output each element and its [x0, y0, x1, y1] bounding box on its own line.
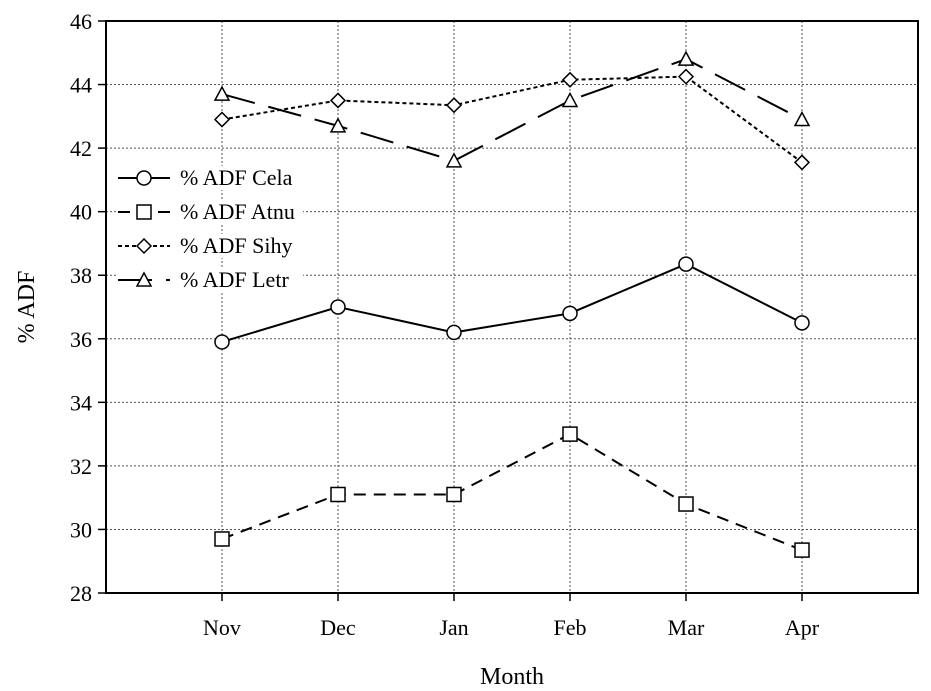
data-point-square: [214, 531, 230, 547]
y-tick-label: 42: [70, 136, 92, 161]
legend-label: % ADF Cela: [180, 165, 293, 190]
legend-marker-circle: [136, 170, 152, 186]
legend: % ADF Cela % ADF Atnu % ADF Sihy % ADF Letr: [118, 165, 303, 292]
data-point-square: [678, 496, 694, 512]
y-tick-label: 40: [70, 200, 92, 225]
data-point-diamond: [793, 154, 811, 171]
data-point-circle: [794, 315, 810, 331]
legend-label: % ADF Sihy: [180, 233, 292, 258]
y-tick-label: 28: [70, 581, 92, 606]
x-axis-title: Month: [480, 664, 544, 690]
x-tick-label: Feb: [554, 615, 587, 640]
x-tick-label: Apr: [785, 615, 820, 640]
y-tick-label: 38: [70, 263, 92, 288]
data-point-triangle: [677, 50, 695, 66]
legend-label: % ADF Atnu: [180, 199, 295, 224]
series-line-triangle: [221, 58, 803, 162]
y-tick-label: 34: [70, 390, 92, 415]
series-line-square: [221, 432, 803, 552]
y-tick-label: 32: [70, 454, 92, 479]
data-point-triangle: [329, 117, 347, 133]
x-tick-label: Jan: [439, 615, 468, 640]
data-point-square: [562, 426, 578, 442]
legend-marker-diamond: [135, 237, 153, 255]
y-tick-label: 36: [70, 327, 92, 352]
data-point-triangle: [793, 110, 811, 127]
data-point-circle: [446, 324, 462, 341]
data-point-diamond: [213, 111, 231, 128]
y-tick-label: 44: [70, 73, 92, 98]
data-point-circle: [214, 334, 230, 350]
data-point-diamond: [329, 92, 347, 109]
data-point-diamond: [677, 68, 695, 85]
data-point-circle: [678, 256, 694, 272]
series-line-diamond: [221, 75, 803, 164]
y-axis-title: % ADF: [14, 271, 40, 344]
data-point-circle: [562, 305, 578, 322]
x-tick-label: Nov: [203, 615, 241, 640]
data-point-diamond: [445, 97, 463, 114]
plot-frame: [105, 20, 919, 594]
data-point-square: [794, 542, 810, 558]
data-point-diamond: [561, 71, 579, 88]
data-point-circle: [330, 299, 346, 315]
legend-label: % ADF Letr: [180, 267, 289, 292]
legend-marker-triangle: [135, 271, 153, 287]
series-lines: [213, 50, 811, 558]
series-line-circle: [221, 262, 803, 343]
data-point-triangle: [213, 85, 231, 101]
y-tick-label: 46: [70, 9, 92, 34]
x-tick-label: Dec: [320, 615, 356, 640]
data-point-triangle: [445, 152, 463, 168]
data-point-square: [330, 486, 346, 503]
data-point-triangle: [561, 91, 579, 108]
x-tick-label: Mar: [668, 615, 705, 640]
axis-ticks: 28 30 32 34 36 38 40 42 44 46 Nov Dec Jan Feb Mar Apr: [70, 9, 820, 640]
legend-marker-square: [136, 204, 152, 220]
y-tick-label: 30: [70, 517, 92, 542]
data-point-square: [446, 486, 462, 503]
grid-lines: [106, 21, 918, 593]
